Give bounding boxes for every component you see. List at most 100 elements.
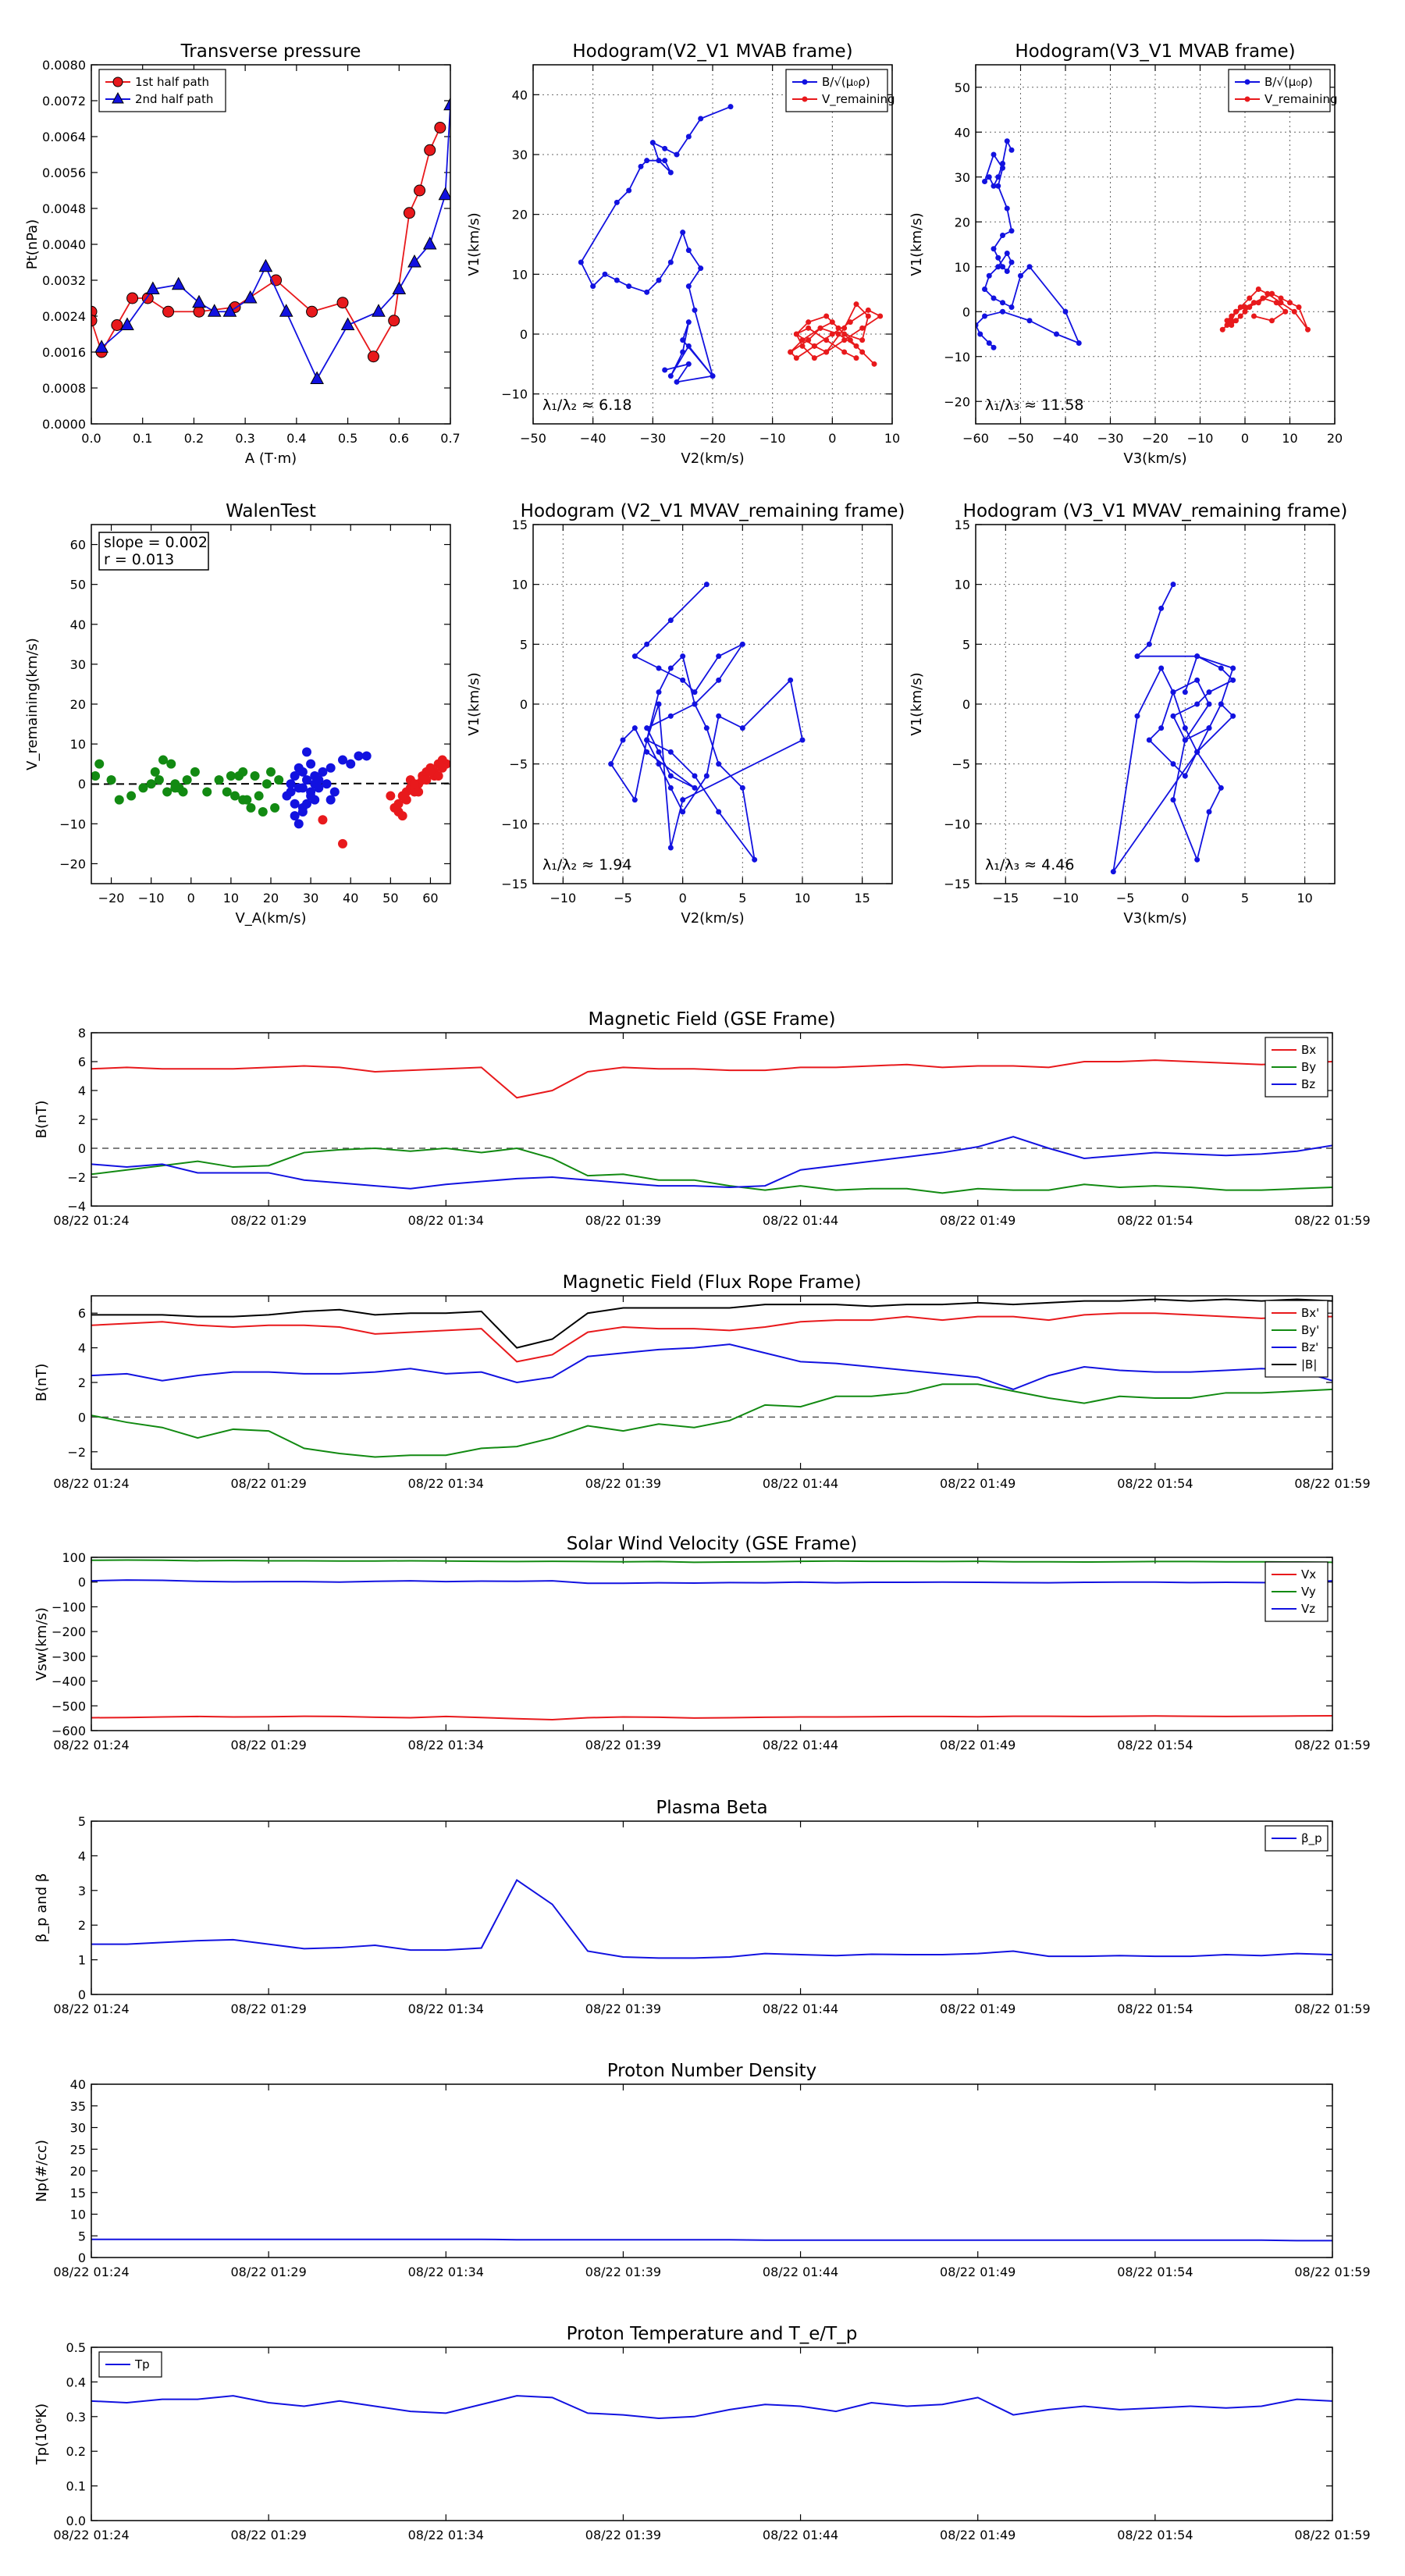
data-point (667, 617, 674, 624)
data-point (1282, 308, 1289, 315)
data-point (667, 749, 674, 755)
data-point (1076, 340, 1082, 346)
y-tick-label: 0.0064 (42, 130, 86, 144)
x-tick-label: −30 (639, 431, 666, 446)
y-tick-label: 0.0072 (42, 94, 86, 109)
y-tick-label: −20 (59, 856, 86, 871)
data-point (1158, 605, 1165, 611)
data-point (1000, 300, 1005, 306)
series-line-2 (91, 1136, 1332, 1190)
chart-bgse: Magnetic Field (GSE Frame) 08/22 01:24 08/… (34, 1009, 1371, 1228)
data-point (1194, 701, 1200, 707)
x-tick-label: 5 (1241, 891, 1249, 906)
data-point (1000, 308, 1005, 315)
x-tick-label: 08/22 01:34 (408, 2001, 484, 2016)
y-tick-label: 25 (70, 2142, 86, 2157)
y-tick-label: −20 (944, 394, 970, 409)
chart-title: WalenTest (226, 501, 316, 521)
data-point (346, 759, 356, 769)
data-point (799, 737, 806, 743)
data-point (306, 759, 316, 769)
data-point (1004, 205, 1010, 212)
ratio-annotation: λ₁/λ₃ ≈ 4.46 (985, 856, 1074, 873)
data-point (1255, 286, 1261, 292)
series-line-0 (580, 105, 731, 383)
data-point (1194, 677, 1200, 683)
data-point (361, 751, 372, 761)
data-point (692, 773, 698, 779)
axes-frame (532, 64, 893, 425)
data-point (680, 809, 686, 815)
data-point (1247, 304, 1253, 310)
x-tick-label: 0.6 (389, 431, 409, 446)
y-tick-label: −10 (501, 817, 528, 831)
data-point (806, 325, 812, 331)
data-point (739, 725, 745, 731)
data-point (1004, 138, 1010, 144)
x-tick-label: −60 (962, 431, 989, 446)
data-point (656, 665, 662, 671)
annotation-box (98, 532, 209, 571)
ratio-annotation: λ₁/λ₃ ≈ 11.58 (985, 397, 1084, 414)
data-point (1170, 761, 1176, 767)
y-tick-label: 10 (70, 737, 86, 752)
y-tick-label: 0 (962, 697, 970, 712)
y-tick-label: −10 (944, 350, 970, 365)
data-point (297, 783, 308, 793)
data-point (680, 229, 686, 236)
axes-frame (91, 524, 451, 884)
data-point (991, 246, 997, 252)
x-tick-label: 08/22 01:34 (408, 2528, 484, 2542)
data-point (680, 337, 686, 343)
y-tick-label: −10 (59, 817, 86, 831)
data-point (1305, 326, 1311, 333)
y-tick-label: 15 (512, 518, 528, 532)
axes-frame (975, 524, 1336, 884)
data-point (111, 319, 123, 331)
y-tick-label: 5 (78, 1814, 86, 1829)
y-tick-label: 40 (70, 2077, 86, 2092)
x-tick-label: −30 (1097, 431, 1124, 446)
plot-area (1110, 582, 1236, 875)
legend-label: By' (1301, 1323, 1319, 1337)
y-tick-label: 0 (78, 1987, 86, 2002)
data-point (190, 767, 200, 777)
data-point (716, 677, 722, 683)
data-point (1000, 233, 1005, 238)
data-point (692, 785, 698, 791)
x-tick-label: 0 (679, 891, 687, 906)
data-point (306, 305, 318, 318)
y-tick-label: 1 (78, 1953, 86, 1968)
chart-np: Proton Number Density 08/22 01:24 08/22 01… (34, 2061, 1371, 2279)
y-tick-label: 6 (78, 1055, 86, 1069)
x-tick-label: 08/22 01:29 (230, 1738, 306, 1752)
y-axis-label: V_remaining(km/s) (24, 638, 41, 770)
series-line-3 (91, 1298, 1332, 1349)
legend: Tp (98, 2351, 162, 2378)
data-point (138, 783, 148, 793)
chart-title: Hodogram (V2_V1 MVAV_remaining frame) (521, 501, 905, 521)
x-tick-label: 08/22 01:39 (585, 1476, 661, 1491)
data-point (94, 759, 105, 769)
data-point (91, 315, 98, 327)
x-tick-label: 10 (1282, 431, 1297, 446)
chart-title: Proton Temperature and T_e/T_p (567, 2324, 858, 2344)
x-tick-label: 50 (382, 891, 398, 906)
data-point (193, 305, 205, 318)
x-tick-label: −5 (1116, 891, 1135, 906)
data-point (293, 819, 304, 829)
x-tick-label: 0.2 (184, 431, 204, 446)
x-tick-label: 08/22 01:44 (763, 2001, 838, 2016)
y-tick-label: 20 (70, 697, 86, 712)
y-axis-label: Pt(nPa) (24, 219, 41, 269)
y-tick-label: 0.0008 (42, 381, 86, 396)
y-tick-label: 30 (70, 657, 86, 672)
data-point (685, 343, 692, 349)
legend-box (1228, 69, 1331, 112)
data-point (1278, 300, 1284, 306)
data-point (354, 751, 364, 761)
y-tick-label: 0.0016 (42, 345, 86, 360)
data-point (1230, 677, 1236, 683)
x-tick-label: 08/22 01:49 (940, 2265, 1016, 2279)
y-tick-label: 20 (70, 2164, 86, 2179)
